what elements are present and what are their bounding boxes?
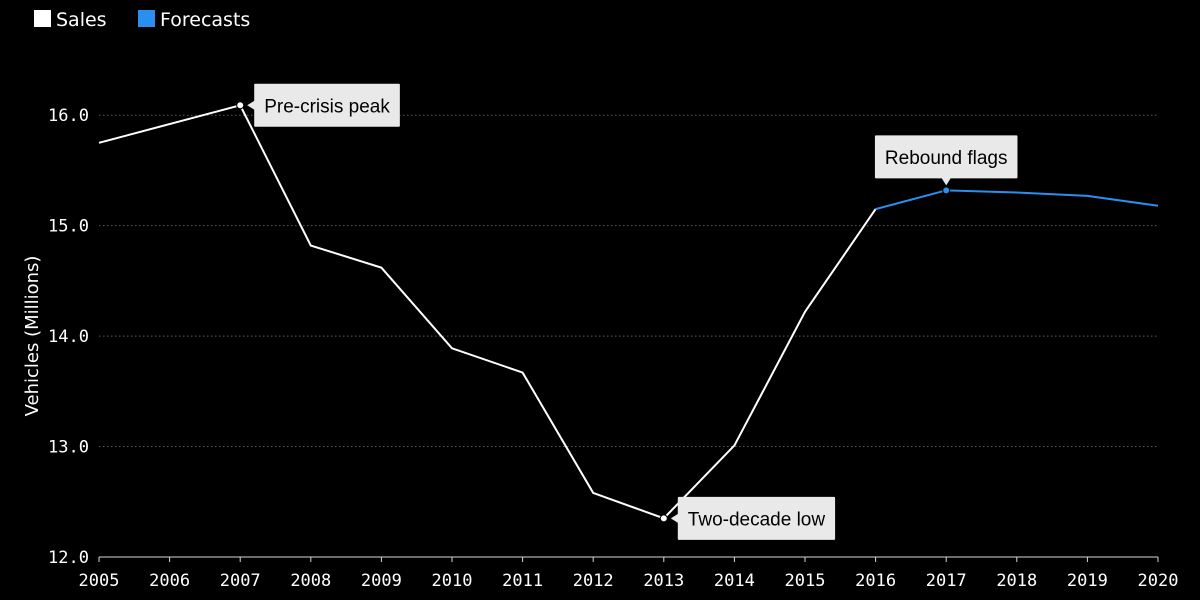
- annotation-box: [874, 135, 1018, 179]
- annotation-pointer: [941, 177, 952, 186]
- x-tick-label: 2010: [432, 571, 473, 591]
- x-tick-label: 2016: [855, 571, 896, 591]
- y-tick-label: 14.0: [48, 327, 89, 347]
- x-tick-label: 2017: [926, 571, 967, 591]
- series-group: [98, 104, 1159, 520]
- x-tick-label: 2012: [573, 571, 614, 591]
- x-tick-label: 2011: [502, 571, 543, 591]
- axes: 12.0 13.0 14.0 15.0 16.0 2005 2006 2007 2008 2009…: [48, 106, 1178, 591]
- x-tick-label: 2006: [149, 571, 190, 591]
- x-tick-label: 2015: [785, 571, 826, 591]
- legend-swatch-sales: [34, 10, 51, 27]
- x-tick-label: 2014: [714, 571, 755, 591]
- x-tick-label: 2007: [220, 571, 261, 591]
- annotation-marker: [236, 101, 245, 110]
- annotation-pointer: [670, 513, 679, 524]
- y-axis-title: Vehicles (Millions): [22, 256, 43, 417]
- y-tick-label: 15.0: [48, 217, 89, 237]
- annotation-label: Pre-crisis peak: [264, 96, 390, 117]
- y-tick-label: 12.0: [48, 548, 89, 568]
- series-line-forecasts: [875, 189, 1159, 211]
- annotation-marker: [942, 186, 951, 195]
- annotation-box: [677, 496, 836, 540]
- x-tick-label: 2008: [290, 571, 331, 591]
- y-tick-label: 16.0: [48, 106, 89, 126]
- legend-label-forecasts: Forecasts: [160, 9, 250, 31]
- annotation-box: [254, 83, 400, 127]
- annotation: Rebound flags: [874, 135, 1018, 195]
- annotation-marker: [659, 514, 668, 523]
- x-tick-label: 2020: [1138, 571, 1179, 591]
- annotations: Pre-crisis peak Two-decade low Rebound fla…: [236, 83, 1018, 540]
- x-tick-label: 2009: [361, 571, 402, 591]
- annotation-label: Two-decade low: [688, 509, 826, 530]
- legend-swatch-forecasts: [138, 10, 155, 27]
- annotation: Two-decade low: [659, 496, 836, 540]
- legend: Sales Forecasts: [34, 9, 250, 31]
- annotation: Pre-crisis peak: [236, 83, 400, 127]
- x-tick-label: 2005: [79, 571, 120, 591]
- x-tick-label: 2018: [996, 571, 1037, 591]
- legend-label-sales: Sales: [56, 9, 107, 31]
- y-tick-label: 13.0: [48, 438, 89, 458]
- x-tick-label: 2013: [643, 571, 684, 591]
- series-line-sales: [98, 104, 877, 520]
- annotation-pointer: [247, 100, 256, 111]
- x-tick-label: 2019: [1067, 571, 1108, 591]
- annotation-label: Rebound flags: [885, 148, 1008, 169]
